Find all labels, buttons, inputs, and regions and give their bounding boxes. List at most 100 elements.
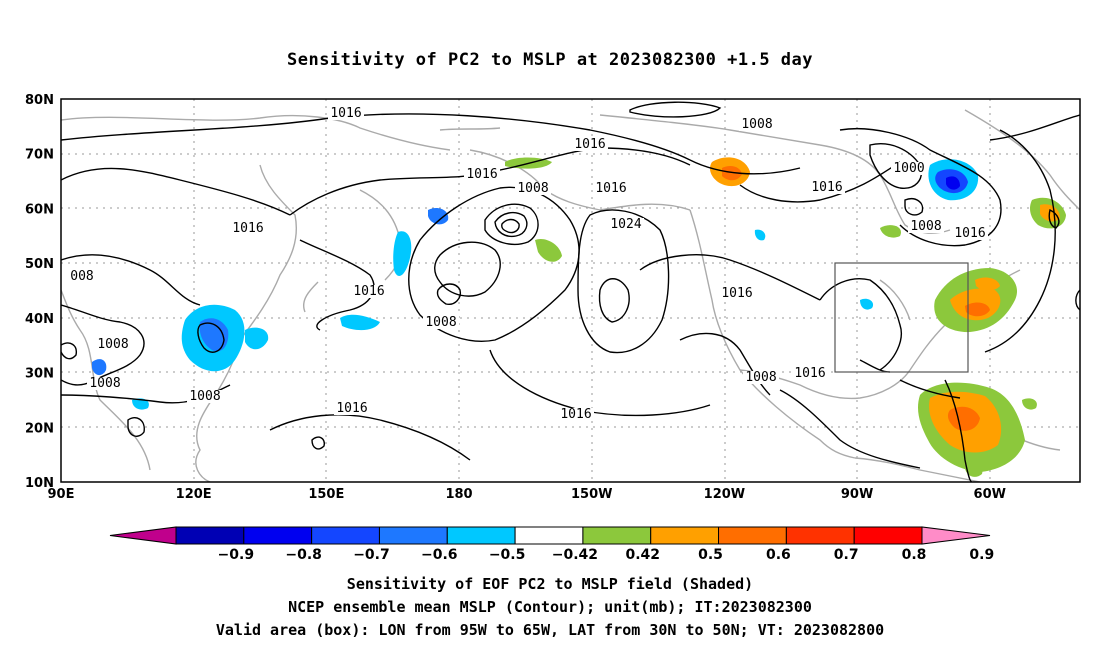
lat-label: 70N xyxy=(25,148,54,163)
contour-label: 1016 xyxy=(336,401,367,416)
colorbar-box xyxy=(243,526,313,545)
colorbar-label: −0.6 xyxy=(421,547,458,563)
chart-title: Sensitivity of PC2 to MSLP at 2023082300… xyxy=(286,50,813,70)
contour-label: 008 xyxy=(70,269,93,284)
lat-label: 60N xyxy=(25,202,54,217)
contour-label-bg xyxy=(87,377,123,390)
longitude-labels: 90E 120E 150E 180 150W 120W 90W 60W xyxy=(48,487,1006,502)
lat-label: 40N xyxy=(25,312,54,327)
contour-label: 1016 xyxy=(466,167,497,182)
caption-valid-area: Valid area (box): LON from 95W to 65W, L… xyxy=(215,621,885,639)
colorbar-label: −0.8 xyxy=(285,547,322,563)
lon-label: 60W xyxy=(974,487,1006,502)
colorbar-label: 0.7 xyxy=(834,547,859,563)
contour-label: 1016 xyxy=(232,221,263,236)
contour-label-bg xyxy=(719,287,755,300)
colorbar-label: 0.9 xyxy=(969,547,994,563)
contour-label-bg xyxy=(792,367,828,380)
map-border xyxy=(60,98,1081,483)
contour-label-bg xyxy=(515,182,551,195)
mslp-contours xyxy=(61,101,1080,482)
sensitivity-shading xyxy=(92,157,1066,477)
colorbar-labels: −0.9 −0.8 −0.7 −0.6 −0.5 −0.42 0.42 0.5 0.6 0.7 0.… xyxy=(218,547,995,563)
contour-label-bg xyxy=(608,218,644,231)
contour-label: 1016 xyxy=(330,106,361,121)
lon-label: 120W xyxy=(704,487,745,502)
colorbar-label: 0.8 xyxy=(902,547,927,563)
lon-label: 180 xyxy=(445,487,472,502)
colorbar-label: 0.5 xyxy=(698,547,723,563)
contour-label-bg xyxy=(423,316,459,329)
contour-label: 1008 xyxy=(89,376,120,391)
colorbar-label: −0.42 xyxy=(552,547,598,563)
lat-label: 30N xyxy=(25,367,54,382)
contour-label: 1008 xyxy=(745,370,776,385)
contour-label-bg xyxy=(572,138,608,151)
lon-label: 150E xyxy=(308,487,344,502)
contour-label-bg xyxy=(593,182,629,195)
contour-label: 1008 xyxy=(189,389,220,404)
contour-label-bg xyxy=(743,371,779,384)
colorbar-box xyxy=(718,526,787,545)
colorbar-label: −0.7 xyxy=(353,547,390,563)
contour-label: 1008 xyxy=(910,219,941,234)
colorbar-box xyxy=(446,526,516,545)
contour-label-bg xyxy=(952,227,988,240)
colorbar-box xyxy=(582,526,652,545)
lon-label: 90W xyxy=(841,487,873,502)
contour-label-bg xyxy=(230,222,266,235)
contour-label: 1016 xyxy=(954,226,985,241)
contour-label-bg xyxy=(95,338,131,351)
colorbar-label: 0.6 xyxy=(766,547,791,563)
colorbar-triangle-low xyxy=(109,526,177,545)
contour-label-bg xyxy=(464,168,500,181)
colorbar-label: 0.42 xyxy=(625,547,660,563)
contour-label: 1000 xyxy=(893,161,924,176)
colorbar-box xyxy=(785,526,855,545)
colorbar-box xyxy=(175,526,245,545)
latitude-labels: 80N 70N 60N 50N 40N 30N 20N 10N xyxy=(25,93,54,491)
contour-label-bg xyxy=(908,220,944,233)
contour-label-bg xyxy=(64,270,100,283)
contour-label: 1016 xyxy=(811,180,842,195)
contour-label: 1008 xyxy=(741,117,772,132)
contour-label-bg xyxy=(891,162,927,175)
colorbar-label: −0.9 xyxy=(218,547,255,563)
contour-label: 1016 xyxy=(574,137,605,152)
contour-label-bg xyxy=(328,107,364,120)
contour-label-bg xyxy=(558,408,594,421)
lon-label: 120E xyxy=(176,487,212,502)
contour-label: 1008 xyxy=(425,315,456,330)
colorbar-box xyxy=(378,526,448,545)
lat-label: 20N xyxy=(25,421,54,436)
contour-label: 1016 xyxy=(794,366,825,381)
colorbar-box xyxy=(514,526,584,545)
lon-label: 150W xyxy=(571,487,612,502)
contour-label-bg xyxy=(334,402,370,415)
contour-label: 1024 xyxy=(610,217,641,232)
contour-label: 1016 xyxy=(560,407,591,422)
colorbar-label: −0.5 xyxy=(489,547,526,563)
contour-label-bg xyxy=(187,390,223,403)
contour-label: 1008 xyxy=(517,181,548,196)
contour-label-bg xyxy=(351,285,387,298)
lon-label: 90E xyxy=(48,487,75,502)
valid-area-box xyxy=(834,262,969,373)
contour-label: 1016 xyxy=(353,284,384,299)
contour-label: 1016 xyxy=(721,286,752,301)
lat-label: 10N xyxy=(25,476,54,491)
contour-label: 1016 xyxy=(595,181,626,196)
caption-contour: NCEP ensemble mean MSLP (Contour); unit(… xyxy=(288,598,812,616)
contour-label-bg xyxy=(739,118,775,131)
contour-labels: 1016 1016 1008 1016 1008 1016 1016 1024 1000 1016… xyxy=(64,106,988,422)
colorbar-box xyxy=(853,526,923,545)
caption-shading: Sensitivity of EOF PC2 to MSLP field (Sh… xyxy=(346,575,754,593)
colorbar-triangle-high xyxy=(921,526,991,545)
colorbar-box xyxy=(311,526,380,545)
colorbar-box xyxy=(650,526,720,545)
colorbar xyxy=(109,526,991,545)
lat-label: 50N xyxy=(25,257,54,272)
contour-label-bg xyxy=(809,181,845,194)
lat-label: 80N xyxy=(25,93,54,108)
